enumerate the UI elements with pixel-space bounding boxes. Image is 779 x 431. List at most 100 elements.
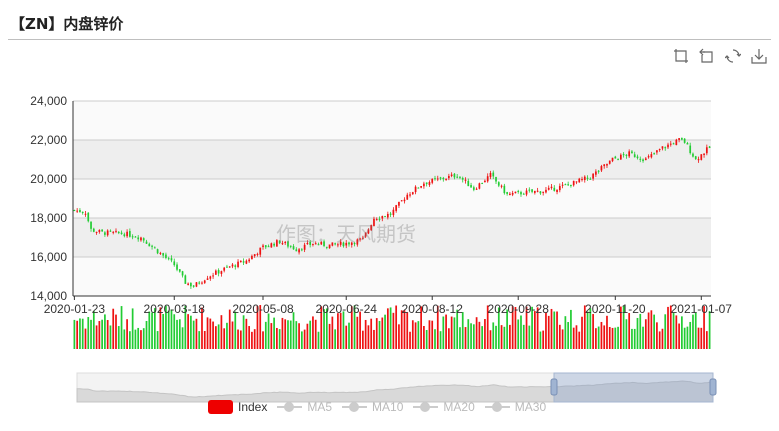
volume-bar: [542, 330, 545, 349]
legend-item-ma10[interactable]: MA10: [342, 400, 403, 414]
candle-body: [256, 253, 259, 255]
volume-bar: [556, 311, 558, 349]
volume-bar: [137, 327, 140, 349]
x-tick-label: 2020-08-12: [402, 302, 464, 316]
legend-item-ma5[interactable]: MA5: [277, 400, 332, 414]
volume-bar: [495, 325, 497, 349]
candle-body: [428, 182, 431, 185]
candle-body: [298, 249, 300, 253]
volume-bar: [176, 319, 178, 349]
candle-body: [281, 243, 284, 245]
legend-item-ma30[interactable]: MA30: [484, 400, 546, 414]
candle-body: [312, 243, 314, 245]
zoom-reset-icon[interactable]: [699, 48, 715, 64]
datazoom-window[interactable]: [553, 372, 714, 403]
volume-bar: [267, 313, 270, 349]
candle-body: [425, 182, 428, 185]
volume-bar: [428, 320, 431, 349]
candle-body: [522, 193, 525, 195]
candle-body: [550, 186, 553, 189]
candle-body: [242, 261, 245, 263]
volume-bar: [170, 309, 173, 349]
volume-bar: [486, 305, 489, 349]
volume-bar: [497, 307, 500, 349]
candle-body: [658, 149, 661, 151]
volume-bar: [270, 323, 273, 349]
volume-bar: [606, 315, 608, 349]
volume-bar: [159, 307, 162, 349]
volume-bar: [317, 331, 320, 349]
candle-body: [237, 261, 239, 268]
grid-band: [73, 257, 711, 296]
volume-bar: [434, 329, 436, 349]
candle-body: [456, 176, 459, 178]
volume-bar: [79, 318, 81, 349]
volume-bar: [192, 320, 195, 349]
datazoom-handle-end[interactable]: [709, 378, 717, 396]
save-image-icon[interactable]: [751, 48, 767, 64]
candle-body: [106, 230, 109, 236]
candle-body: [517, 190, 520, 192]
candle-body: [578, 178, 581, 183]
volume-bar: [683, 327, 686, 349]
candle-body: [356, 239, 359, 245]
volume-bar: [203, 330, 206, 349]
candle-body: [603, 164, 606, 167]
candle-body: [214, 270, 217, 275]
volume-bar: [187, 314, 189, 349]
volume-bar: [220, 315, 223, 349]
volume-bar: [395, 305, 398, 349]
candle-body: [495, 177, 497, 182]
candle-body: [384, 216, 386, 218]
legend-item-ma20[interactable]: MA20: [413, 400, 475, 414]
volume-bar: [259, 305, 262, 349]
volume-bar: [398, 324, 400, 349]
candle-body: [436, 178, 439, 180]
volume-bar: [625, 319, 628, 349]
volume-bar: [284, 319, 287, 349]
candle-body: [314, 243, 317, 245]
candle-body: [531, 189, 533, 192]
volume-bar: [644, 319, 647, 349]
candle-body: [373, 218, 375, 226]
zoom-icon[interactable]: [673, 48, 689, 64]
restore-icon[interactable]: [725, 48, 741, 64]
candle-body: [328, 244, 331, 249]
candle-body: [181, 271, 184, 276]
volume-bar: [345, 325, 348, 349]
candle-body: [386, 213, 389, 218]
volume-bar: [617, 326, 619, 349]
candle-body: [159, 252, 162, 254]
candle-body: [209, 276, 212, 279]
volume-bar: [436, 305, 439, 349]
candle-body: [686, 143, 689, 145]
y-tick-label: 24,000: [30, 94, 67, 108]
volume-bar: [201, 307, 203, 349]
chart-legend: Index MA5 MA10 MA20 MA30: [208, 400, 546, 414]
candle-body: [284, 242, 287, 244]
y-tick-label: 16,000: [30, 250, 67, 264]
volume-bar: [223, 328, 226, 349]
volume-bar: [300, 331, 303, 349]
candle-body: [484, 180, 486, 183]
candle-body: [251, 255, 253, 260]
datazoom-handle-start[interactable]: [550, 378, 558, 396]
candle-body: [650, 154, 653, 158]
candle-body: [503, 185, 506, 194]
volume-bar: [198, 331, 201, 349]
candle-body: [611, 157, 614, 162]
candle-body: [98, 229, 101, 232]
volume-bar: [298, 323, 300, 349]
volume-bar: [411, 320, 414, 349]
volume-bar: [375, 318, 378, 349]
volume-bar: [489, 330, 492, 349]
volume-bar: [628, 312, 631, 349]
candle-body: [270, 243, 273, 248]
volume-bar: [251, 331, 253, 349]
candle-body: [292, 246, 295, 250]
volume-bar: [703, 306, 705, 349]
legend-item-index[interactable]: Index: [208, 400, 267, 414]
volume-bar: [589, 308, 592, 349]
candle-body: [600, 166, 603, 171]
volume-bar: [619, 306, 622, 349]
